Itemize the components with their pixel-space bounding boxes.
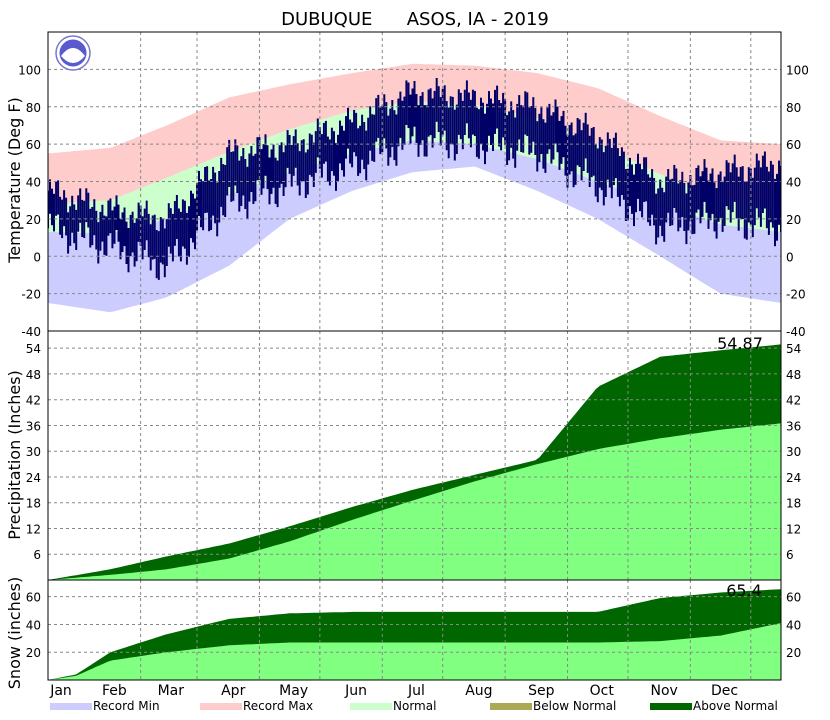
month-label: May — [279, 683, 308, 699]
temperature-panel: -40 -40 -20 -20 0 0 20 20 40 40 60 60 80 80 100 100 — [18, 31, 809, 339]
y-tick-label-left: 100 — [18, 63, 41, 77]
legend-item: Record Min — [50, 699, 160, 713]
below-record-min-area — [48, 166, 781, 331]
y-tick-label-right: 48 — [786, 368, 801, 382]
y-tick-label-left: -40 — [21, 325, 41, 339]
legend-label: Below Normal — [533, 699, 616, 713]
y-tick-label-right: 6 — [786, 548, 794, 562]
y-tick-label-right: 36 — [786, 419, 801, 433]
y-tick-label-right: 100 — [786, 63, 809, 77]
legend-item: Above Normal — [650, 699, 778, 713]
chart-title: DUBUQUE ASOS, IA - 2019 — [281, 9, 549, 30]
month-label: Apr — [221, 683, 245, 699]
y-tick-label-left: 80 — [26, 101, 41, 115]
y-tick-label-right: 60 — [786, 138, 801, 152]
y-tick-label-left: 20 — [26, 213, 41, 227]
precipitation-axis-label: Precipitation (Inches) — [5, 370, 24, 540]
y-tick-label-left: 40 — [26, 176, 41, 190]
legend: Record Min Record Max Normal Below Normal Ab… — [50, 699, 778, 713]
legend-swatch — [350, 703, 392, 710]
precipitation-panel: 6 6 12 12 18 18 24 24 30 30 36 36 42 42 48 48 54 54 — [26, 330, 802, 581]
y-tick-label-right: 42 — [786, 394, 801, 408]
legend-swatch — [200, 703, 242, 710]
y-tick-label-right: -20 — [786, 288, 806, 302]
month-label: Aug — [465, 683, 492, 699]
y-tick-label-left: 30 — [26, 445, 41, 459]
y-tick-label-left: 36 — [26, 419, 41, 433]
month-label: Nov — [651, 683, 678, 699]
month-label: Dec — [711, 683, 738, 699]
y-tick-label-left: 60 — [26, 591, 41, 605]
legend-item: Below Normal — [490, 699, 616, 713]
y-tick-label-left: 6 — [33, 548, 41, 562]
month-label: Jun — [344, 683, 367, 699]
y-tick-label-right: 40 — [786, 618, 801, 632]
panel-frame — [47, 579, 782, 681]
legend-label: Record Max — [243, 699, 313, 713]
y-tick-label-left: 40 — [26, 618, 41, 632]
legend-label: Record Min — [93, 699, 160, 713]
snow-panel: 20 20 40 40 60 60 — [26, 579, 802, 681]
month-label: Jul — [407, 683, 425, 699]
y-tick-label-right: 20 — [786, 646, 801, 660]
month-label: Jan — [49, 683, 72, 699]
month-label: Oct — [590, 683, 615, 699]
y-tick-label-right: 12 — [786, 522, 801, 536]
y-tick-label-right: 0 — [786, 250, 794, 264]
y-tick-label-left: 60 — [26, 138, 41, 152]
y-tick-label-left: 0 — [33, 250, 41, 264]
y-tick-label-left: 54 — [26, 342, 41, 356]
tick-labels: 20 20 40 40 60 60 — [26, 591, 802, 661]
legend-label: Above Normal — [693, 699, 778, 713]
y-tick-label-right: 30 — [786, 445, 801, 459]
y-tick-label-left: 48 — [26, 368, 41, 382]
snow-normal-area — [48, 623, 781, 680]
legend-swatch — [50, 703, 92, 710]
noaa-logo-icon — [55, 35, 91, 71]
y-tick-label-right: 18 — [786, 497, 801, 511]
legend-label: Normal — [393, 699, 436, 713]
month-axis: Jan Feb Mar Apr May Jun Jul Aug Sep Oct Nov Dec — [49, 683, 738, 699]
legend-item: Record Max — [200, 699, 313, 713]
grid — [48, 331, 781, 580]
y-tick-label-left: -20 — [21, 288, 41, 302]
y-tick-label-right: 24 — [786, 471, 801, 485]
y-tick-label-right: 20 — [786, 213, 801, 227]
y-tick-label-right: -40 — [786, 325, 806, 339]
y-tick-label-right: 40 — [786, 176, 801, 190]
precipitation-normal-area — [48, 423, 781, 580]
tick-labels: -40 -40 -20 -20 0 0 20 20 40 40 60 60 80 80 100 100 — [18, 63, 809, 339]
month-label: Sep — [528, 683, 555, 699]
y-tick-label-right: 54 — [786, 342, 801, 356]
grid — [48, 580, 781, 680]
snow-axis-label: Snow (inches) — [5, 577, 24, 689]
precipitation-total-label: 54.87 — [717, 334, 763, 353]
legend-item: Normal — [350, 699, 436, 713]
y-tick-label-right: 60 — [786, 591, 801, 605]
month-label: Mar — [158, 683, 185, 699]
month-label: Feb — [102, 683, 127, 699]
y-tick-label-left: 24 — [26, 471, 41, 485]
y-tick-label-right: 80 — [786, 101, 801, 115]
snow-total-label: 65.4 — [726, 581, 762, 600]
y-tick-label-left: 42 — [26, 394, 41, 408]
tick-labels: 6 6 12 12 18 18 24 24 30 30 36 36 42 42 48 48 54 54 — [26, 342, 802, 562]
legend-swatch — [490, 703, 532, 710]
temperature-axis-label: Temperature (Deg F) — [5, 97, 24, 264]
grid — [48, 32, 781, 331]
legend-swatch — [650, 703, 692, 710]
y-tick-label-left: 12 — [26, 522, 41, 536]
y-tick-label-left: 18 — [26, 497, 41, 511]
y-tick-label-left: 20 — [26, 646, 41, 660]
